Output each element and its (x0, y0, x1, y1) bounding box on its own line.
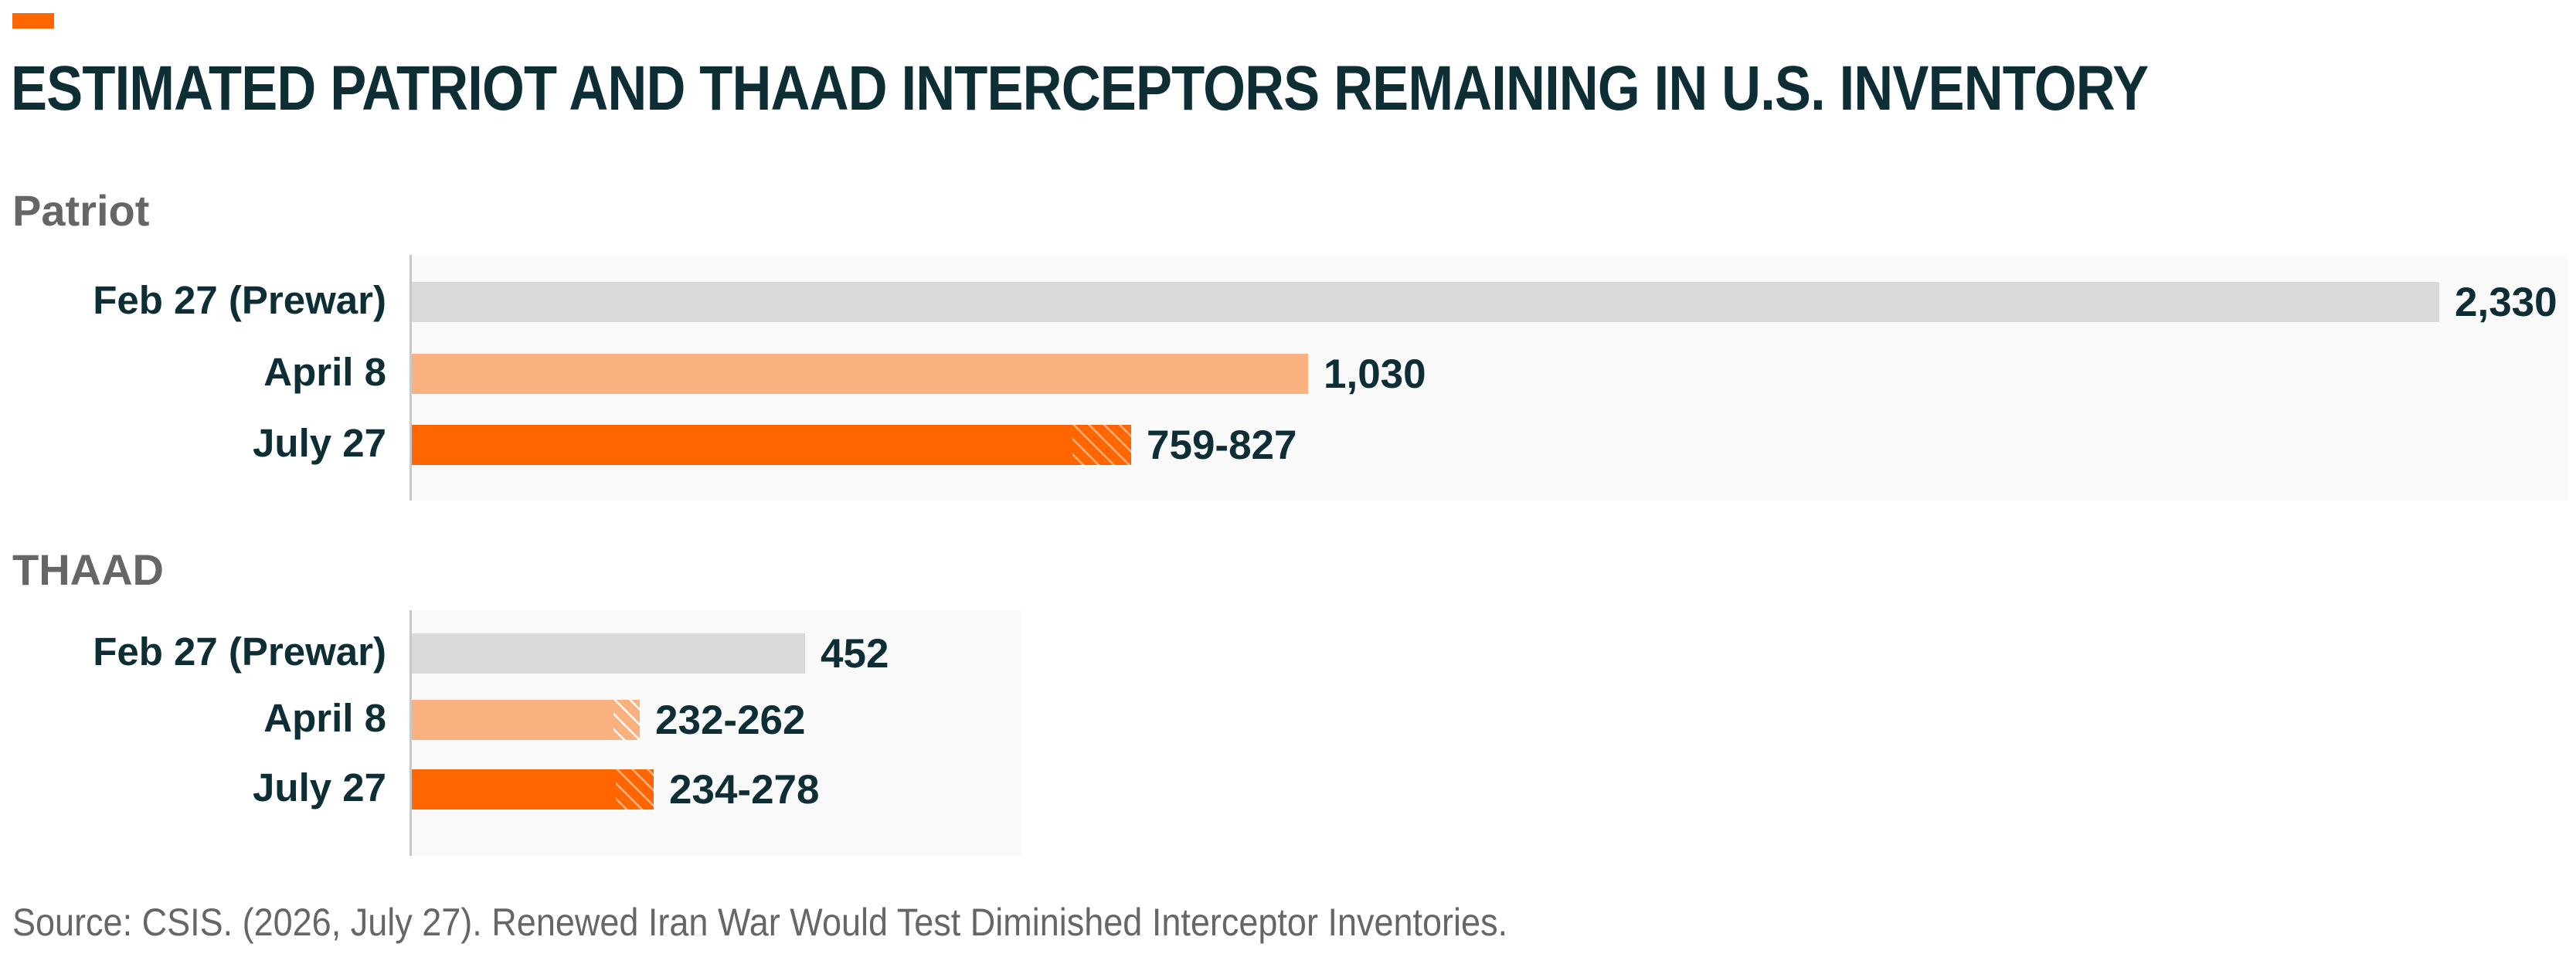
patriot-bar-april (412, 354, 1308, 394)
patriot-range-segment-july (1072, 425, 1131, 465)
source-note: Source: CSIS. (2026, July 27). Renewed I… (12, 901, 1508, 944)
patriot-axis-line (410, 255, 412, 501)
thaad-value-label-april: 232-262 (655, 698, 806, 743)
patriot-value-label-april: 1,030 (1324, 351, 1426, 397)
thaad-bar-april (412, 700, 613, 740)
thaad-value-label-prewar: 452 (821, 631, 889, 677)
thaad-bar-july (412, 769, 616, 810)
chart-title: ESTIMATED PATRIOT AND THAAD INTERCEPTORS… (11, 53, 2149, 124)
patriot-bar-prewar (412, 282, 2439, 322)
thaad-axis-line (410, 610, 412, 856)
thaad-category-label-july: July 27 (253, 765, 386, 810)
patriot-value-label-prewar: 2,330 (2455, 280, 2557, 325)
patriot-value-label-july: 759-827 (1147, 423, 1297, 468)
thaad-category-label-prewar: Feb 27 (Prewar) (93, 630, 386, 674)
thaad-value-label-july: 234-278 (669, 767, 820, 813)
section-label-patriot: Patriot (12, 186, 150, 235)
patriot-category-label-july: July 27 (253, 421, 386, 465)
thaad-bar-prewar (412, 633, 805, 674)
thaad-range-segment-july (616, 769, 654, 810)
thaad-category-label-april: April 8 (263, 696, 386, 740)
patriot-bar-july (412, 425, 1072, 465)
section-label-thaad: THAAD (12, 545, 164, 594)
patriot-category-label-april: April 8 (263, 350, 386, 394)
thaad-range-segment-april (613, 700, 640, 740)
patriot-category-label-prewar: Feb 27 (Prewar) (93, 278, 386, 322)
accent-bar (12, 13, 54, 29)
